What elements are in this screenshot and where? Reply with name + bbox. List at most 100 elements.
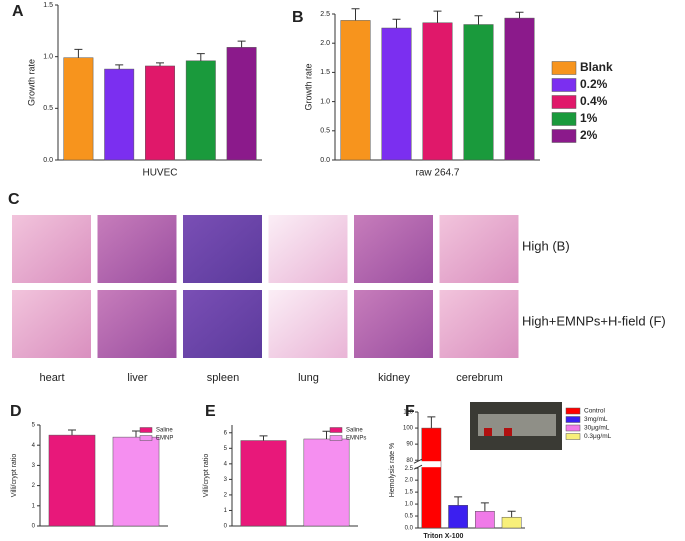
y-tick-label: 2: [224, 493, 228, 499]
x-category-label: Triton X-100: [423, 533, 463, 540]
photo-red: [504, 428, 512, 436]
y-tick-label: 1.0: [405, 502, 414, 508]
error-bar: [454, 496, 463, 506]
legend-label: Saline: [346, 428, 363, 434]
bar: [340, 20, 371, 161]
y-axis-label: Villi/crypt ratio: [11, 454, 18, 498]
y-tick-label: 0.0: [43, 157, 53, 164]
legend-label: EMNP: [156, 436, 173, 442]
y-axis-label: Growth rate: [303, 63, 313, 110]
error-bar: [68, 429, 76, 436]
axis-break: [414, 461, 441, 468]
bar: [474, 511, 495, 529]
y-tick-label: 0.0: [320, 157, 330, 164]
legend-label: 0.4%: [580, 94, 608, 108]
tissue-image: [97, 215, 177, 283]
error-bar: [480, 502, 489, 512]
legend-label: Control: [584, 408, 606, 415]
y-tick-label: 4: [32, 443, 36, 449]
legend-swatch: [565, 407, 581, 415]
x-category-label: raw 264.7: [416, 168, 460, 179]
tissue-image: [183, 290, 262, 358]
y-tick-label: 0: [224, 524, 228, 530]
y-tick-label: 5: [32, 423, 36, 429]
y-tick-label: 0: [32, 524, 36, 530]
y-tick-label: 0.5: [43, 105, 53, 112]
tissue-image: [97, 290, 177, 358]
bar: [240, 440, 287, 527]
bar: [463, 24, 494, 161]
legend-label: Saline: [156, 428, 173, 434]
bar: [303, 438, 350, 527]
panel-letter: A: [12, 3, 24, 20]
column-label: liver: [127, 372, 148, 384]
legend-swatch: [551, 61, 577, 75]
y-tick-label: 2.0: [320, 40, 330, 47]
y-tick-label: 5: [224, 446, 228, 452]
tissue-image: [12, 215, 91, 283]
photo-tubes: [478, 414, 556, 436]
error-bar: [156, 62, 164, 66]
y-axis-label: Hemolysis rate %: [389, 443, 396, 497]
legend-label: EMNPs: [346, 436, 366, 442]
y-tick-label: 1: [32, 503, 36, 509]
error-bar: [351, 8, 360, 21]
bar: [145, 65, 175, 161]
y-tick-label: 110: [403, 410, 413, 416]
error-bar: [474, 15, 483, 25]
legend-label: 1%: [580, 111, 598, 125]
y-tick-label: 2.5: [405, 466, 414, 472]
panel-letter: B: [292, 9, 304, 26]
column-label: kidney: [378, 372, 410, 384]
y-tick-label: 1: [224, 508, 228, 514]
y-tick-label: 0.5: [320, 128, 330, 135]
y-tick-label: 1.0: [43, 54, 53, 61]
break-mark: [413, 458, 423, 470]
column-label: spleen: [207, 372, 239, 384]
legend-swatch: [565, 424, 581, 432]
error-bar: [259, 435, 268, 441]
y-tick-label: 80: [406, 458, 413, 464]
legend-swatch: [329, 427, 343, 433]
column-label: heart: [39, 372, 64, 384]
tissue-image: [354, 290, 433, 358]
error-bar: [433, 10, 442, 23]
legend-swatch: [551, 112, 577, 126]
legend-swatch: [551, 129, 577, 143]
legend-swatch: [329, 435, 343, 441]
row-label: High+EMNPs+H-field (F): [522, 313, 666, 328]
panel-letter: D: [10, 403, 22, 420]
legend-swatch: [139, 427, 153, 433]
bar: [448, 505, 469, 529]
y-tick-label: 100: [403, 426, 414, 432]
error-bar: [237, 40, 246, 48]
bar: [422, 22, 453, 161]
error-bar: [74, 48, 83, 58]
bar: [504, 17, 535, 161]
y-axis-label: Growth rate: [26, 59, 36, 106]
bar: [226, 47, 257, 161]
bar: [112, 436, 160, 527]
error-bar: [196, 53, 205, 61]
tissue-image: [12, 290, 91, 358]
error-bar: [427, 416, 436, 429]
bar: [185, 60, 216, 161]
error-bar: [132, 430, 140, 438]
tissue-image: [268, 290, 348, 358]
error-bar: [322, 430, 331, 439]
bar: [501, 516, 522, 529]
legend-label: Blank: [580, 60, 613, 74]
bar: [421, 427, 442, 529]
legend-label: 0.3μg/mL: [584, 433, 612, 440]
y-tick-label: 3: [32, 463, 36, 469]
column-label: lung: [298, 372, 319, 384]
error-bar: [507, 510, 516, 518]
legend-label: 0.2%: [580, 77, 608, 91]
x-category-label: HUVEC: [142, 168, 177, 179]
legend-swatch: [551, 78, 577, 92]
tissue-image: [439, 215, 519, 283]
y-axis-label: Villi/crypt ratio: [203, 454, 210, 498]
column-label: cerebrum: [456, 372, 502, 384]
error-bar: [515, 11, 524, 19]
